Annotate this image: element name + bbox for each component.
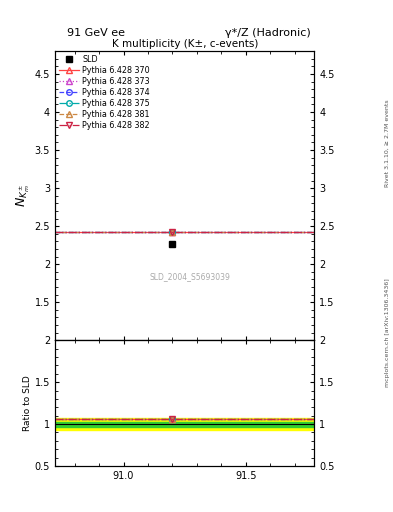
Y-axis label: Ratio to SLD: Ratio to SLD	[23, 375, 32, 431]
Text: mcplots.cern.ch [arXiv:1306.3436]: mcplots.cern.ch [arXiv:1306.3436]	[385, 279, 389, 387]
Bar	[55, 418, 314, 430]
Bar	[55, 421, 314, 426]
Text: Rivet 3.1.10, ≥ 2.7M events: Rivet 3.1.10, ≥ 2.7M events	[385, 99, 389, 187]
Text: 91 GeV ee: 91 GeV ee	[67, 28, 125, 38]
Legend: SLD, Pythia 6.428 370, Pythia 6.428 373, Pythia 6.428 374, Pythia 6.428 375, Pyt: SLD, Pythia 6.428 370, Pythia 6.428 373,…	[57, 54, 152, 132]
Title: K multiplicity (K±, c-events): K multiplicity (K±, c-events)	[112, 39, 258, 49]
Text: γ*/Z (Hadronic): γ*/Z (Hadronic)	[225, 28, 310, 38]
Y-axis label: $N_{K^\pm_m}$: $N_{K^\pm_m}$	[14, 184, 32, 207]
Text: SLD_2004_S5693039: SLD_2004_S5693039	[149, 272, 230, 281]
